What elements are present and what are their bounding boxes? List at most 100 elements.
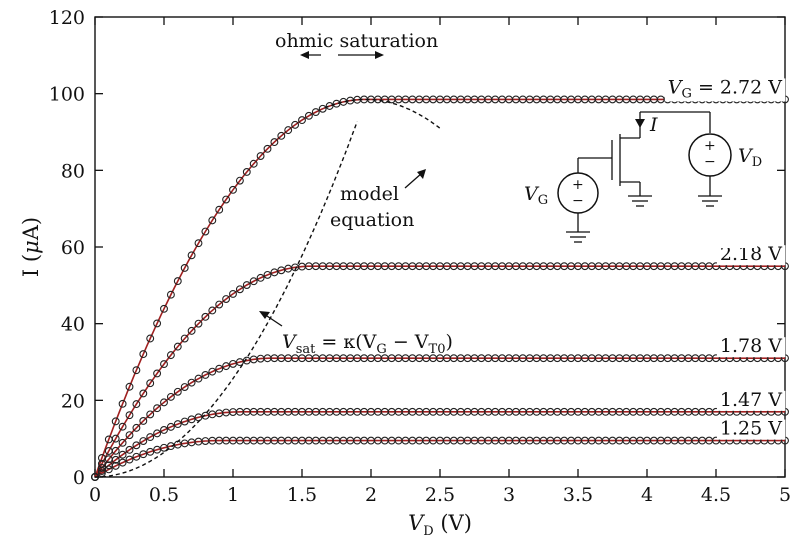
region-annotation: ohmic saturation <box>275 30 438 52</box>
data-point <box>194 319 203 328</box>
svg-text:−: − <box>572 193 584 209</box>
fit-line-series-3 <box>94 411 785 478</box>
data-point <box>215 300 224 309</box>
x-tick-label: 2 <box>365 484 377 506</box>
data-point <box>215 364 224 373</box>
axis-ticks <box>94 16 786 478</box>
curve-label-background <box>716 419 786 440</box>
vsat-boundary-curve <box>95 121 358 478</box>
x-tick-label: 3.5 <box>563 484 593 506</box>
svg-text:+: + <box>704 138 716 154</box>
data-point <box>118 399 127 408</box>
data-point <box>111 417 120 426</box>
data-point <box>187 326 196 335</box>
data-point <box>153 319 162 328</box>
curve-label-background <box>664 78 786 102</box>
data-point <box>139 450 148 459</box>
data-point <box>201 370 210 379</box>
data-point <box>215 205 224 214</box>
y-tick-label: 20 <box>61 390 85 412</box>
curve-label-series-3: 1.47 V <box>720 389 782 411</box>
circuit-inset: + − + − I VG VD <box>524 108 762 248</box>
data-point <box>132 366 141 375</box>
region-arrows <box>300 51 384 59</box>
data-point <box>229 185 237 194</box>
x-tick-label: 4.5 <box>701 484 731 506</box>
x-tick-label: 0.5 <box>149 484 179 506</box>
y-tick-labels: 0 20 40 60 80 100 120 <box>49 7 85 489</box>
data-point <box>242 168 251 176</box>
data-point <box>277 131 286 140</box>
data-point <box>139 389 148 398</box>
data-point <box>249 159 258 168</box>
data-point <box>153 429 162 438</box>
data-point <box>153 369 162 378</box>
data-point <box>118 450 127 459</box>
data-point <box>146 433 155 442</box>
data-point <box>153 445 162 454</box>
data-point <box>201 312 210 321</box>
x-tick-label: 2.5 <box>425 484 455 506</box>
x-tick-labels: 0 0.5 1 1.5 2 2.5 3 3.5 4 4.5 5 <box>89 484 791 506</box>
data-point <box>146 410 155 419</box>
data-point <box>284 126 293 135</box>
data-point <box>318 104 327 113</box>
data-point <box>242 281 251 289</box>
data-point <box>235 285 244 294</box>
data-point <box>132 441 141 450</box>
data-point <box>166 392 175 401</box>
data-markers <box>91 95 789 481</box>
model-equation-curve <box>324 98 441 129</box>
inset-current-label: I <box>649 114 658 136</box>
data-point <box>153 404 162 413</box>
svg-text:−: − <box>704 154 716 170</box>
data-point <box>263 144 272 153</box>
data-point <box>118 422 127 431</box>
model-annotation-line1: model <box>340 183 399 205</box>
curve-labels: VG = 2.72 V 2.18 V 1.78 V 1.47 V 1.25 V <box>664 76 786 440</box>
data-point <box>132 423 141 432</box>
data-point <box>256 273 265 282</box>
data-point <box>187 378 196 387</box>
data-point <box>291 120 300 129</box>
data-point <box>125 382 134 391</box>
data-point <box>187 415 196 424</box>
data-point <box>173 420 182 429</box>
curve-label-background <box>716 337 786 358</box>
data-point <box>249 277 258 286</box>
data-point <box>146 379 155 388</box>
y-tick-label: 40 <box>61 314 85 336</box>
curve-label-series-2: 1.78 V <box>720 335 782 357</box>
curve-label-background <box>716 390 786 411</box>
data-point <box>180 334 189 343</box>
curve-label-series-4: 1.25 V <box>720 418 782 440</box>
data-point <box>270 268 279 277</box>
y-tick-label: 100 <box>49 84 85 106</box>
svg-text:+: + <box>572 177 584 193</box>
inset-vg-label: VG <box>524 183 548 208</box>
model-arrow <box>404 169 426 189</box>
curve-label-series-1: 2.18 V <box>720 243 782 265</box>
data-point <box>160 360 168 369</box>
data-point <box>325 102 334 110</box>
data-point <box>132 400 141 409</box>
data-point <box>208 216 217 225</box>
data-point <box>222 295 231 303</box>
fit-line-series-2 <box>94 357 785 478</box>
data-point <box>187 251 196 260</box>
data-point <box>97 469 106 478</box>
data-point <box>180 417 189 426</box>
data-point <box>146 447 155 456</box>
curve-label-series-0: VG = 2.72 V <box>668 76 782 101</box>
data-point <box>235 176 244 185</box>
y-tick-label: 80 <box>61 160 85 182</box>
x-axis-title: VD (V) <box>408 511 472 539</box>
vsat-annotation: Vsat = κ(VG − VT0) <box>282 331 453 357</box>
y-axis-title: I (μA) <box>19 217 43 277</box>
data-point <box>104 465 113 474</box>
x-tick-label: 3 <box>503 484 515 506</box>
data-point <box>139 417 148 425</box>
data-point <box>229 359 237 368</box>
data-point <box>256 152 265 160</box>
data-point <box>194 239 203 248</box>
